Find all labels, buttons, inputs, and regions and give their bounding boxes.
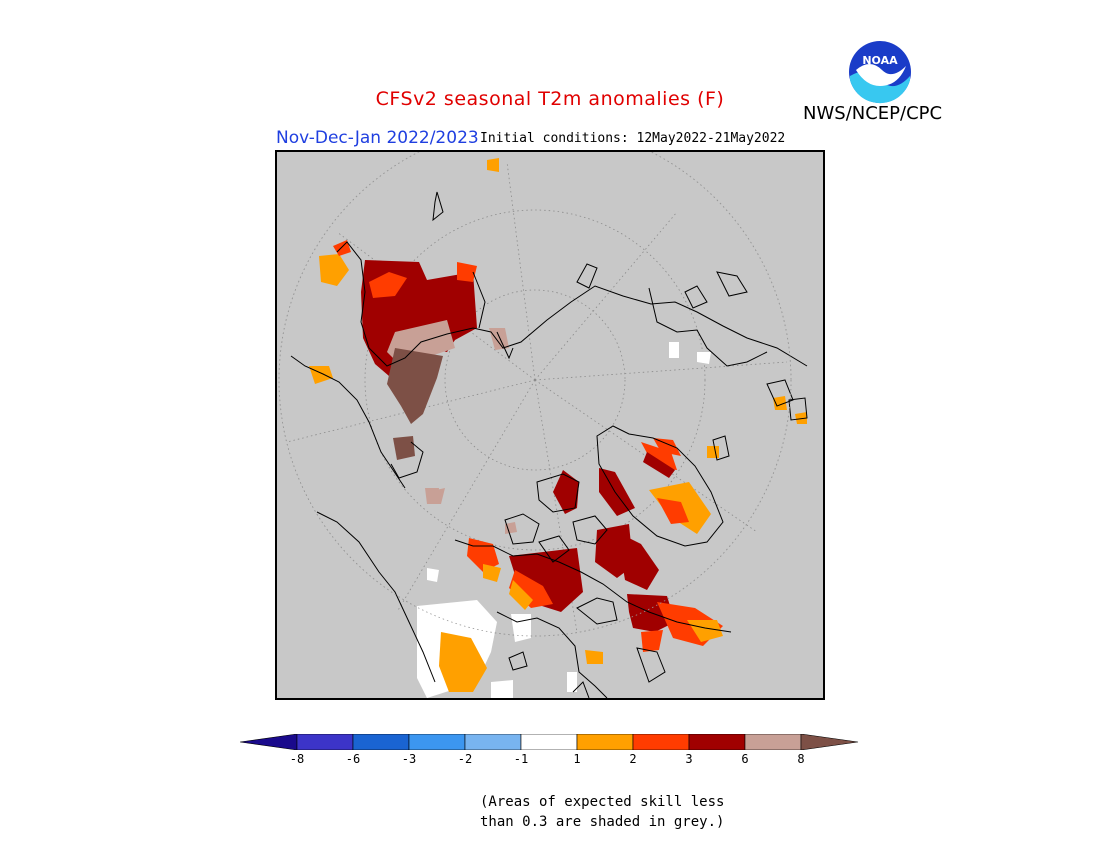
color-bar-tick-label: 3 [685, 752, 693, 766]
color-bar-tick-label: -2 [457, 752, 473, 766]
anomaly-north-america [417, 342, 807, 698]
skill-note: (Areas of expected skill less than 0.3 a… [480, 792, 724, 832]
color-bin-5 [520, 733, 578, 751]
season-label: Nov-Dec-Jan 2022/2023 [276, 128, 479, 148]
coastlines [290, 191, 808, 698]
color-bar-tick-label: -8 [289, 752, 305, 766]
color-bin-6 [576, 733, 634, 751]
color-bar-tick-label: -6 [345, 752, 361, 766]
color-bar-tick-label: 6 [741, 752, 749, 766]
color-bar-tick-label: -1 [513, 752, 529, 766]
color-bar-tick-label: 2 [629, 752, 637, 766]
chart-title: CFSv2 seasonal T2m anomalies (F) [375, 88, 725, 110]
initial-conditions-label: Initial conditions: 12May2022-21May2022 [480, 131, 786, 146]
logo-text: NOAA [862, 54, 898, 67]
color-bin-8 [688, 733, 746, 751]
organization-label: NWS/NCEP/CPC [803, 103, 943, 124]
color-bin-7 [632, 733, 690, 751]
color-bar-svg [239, 733, 859, 751]
skill-note-line-1: (Areas of expected skill less [480, 794, 725, 810]
polar-map [275, 150, 825, 700]
color-bar-tick-label: 1 [573, 752, 581, 766]
color-bin-4 [464, 733, 522, 751]
color-bin-1 [296, 733, 354, 751]
color-bin-10 [800, 733, 859, 751]
color-bin-2 [352, 733, 410, 751]
color-bin-3 [408, 733, 466, 751]
color-bin-9 [744, 733, 802, 751]
color-bar-tick-label: -3 [401, 752, 417, 766]
anomaly-eurasia [309, 158, 509, 504]
color-bar-tick-label: 8 [797, 752, 805, 766]
color-bar [239, 733, 860, 751]
noaa-logo: NOAA [848, 40, 912, 104]
color-bin-0 [239, 733, 298, 751]
skill-note-line-2: than 0.3 are shaded in grey.) [480, 814, 725, 830]
